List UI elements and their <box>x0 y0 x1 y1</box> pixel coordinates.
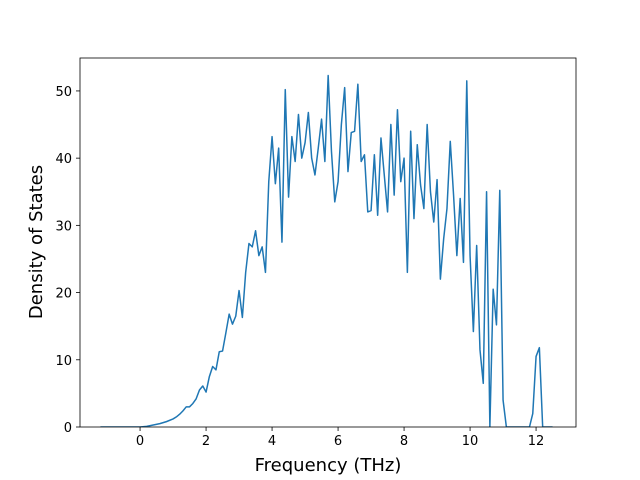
y-tick-label: 0 <box>64 421 72 436</box>
x-tick-label: 2 <box>202 434 210 449</box>
x-tick-label: 6 <box>334 434 342 449</box>
y-axis-label: Density of States <box>26 165 47 319</box>
data-line <box>100 74 553 427</box>
y-tick-label: 30 <box>55 219 72 234</box>
y-tick-label: 10 <box>55 354 72 369</box>
plot-frame <box>79 57 577 428</box>
x-tick-label: 4 <box>268 434 276 449</box>
y-tick-label: 40 <box>55 152 72 167</box>
x-axis-label: Frequency (THz) <box>255 455 402 476</box>
x-tick-label: 8 <box>400 434 408 449</box>
y-tick-label: 50 <box>55 85 72 100</box>
x-tick-label: 0 <box>136 434 144 449</box>
x-tick-label: 10 <box>462 434 479 449</box>
x-tick-label: 12 <box>528 434 545 449</box>
y-tick-label: 20 <box>55 287 72 302</box>
